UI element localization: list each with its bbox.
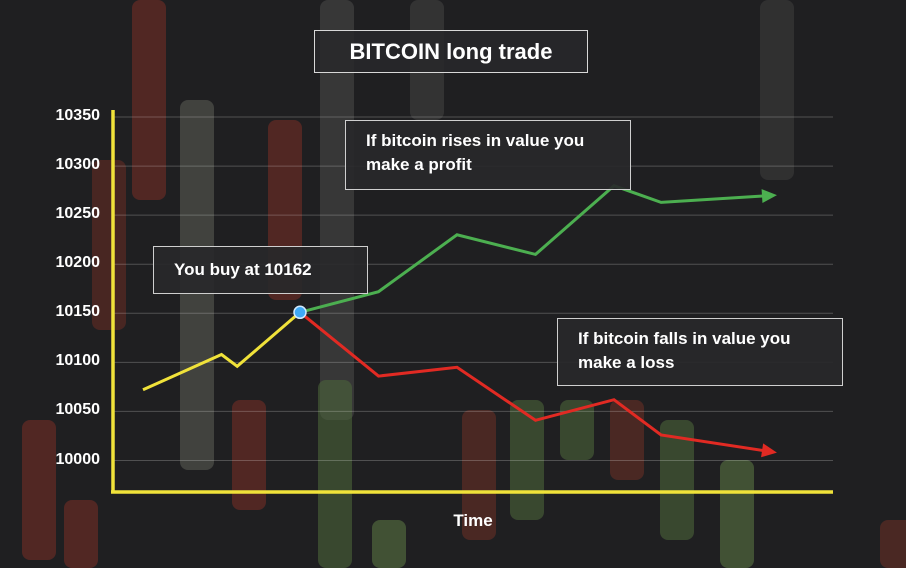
- chart-title: BITCOIN long trade: [314, 30, 588, 73]
- profit-line: [299, 183, 772, 314]
- profit-annotation-line-1: If bitcoin rises in value you: [366, 131, 585, 150]
- loss-annotation: If bitcoin falls in value you make a los…: [557, 318, 843, 386]
- bg-candle: [232, 400, 266, 510]
- bg-candle: [560, 400, 594, 460]
- bg-candle: [610, 400, 644, 480]
- y-tick-label: 10050: [55, 401, 101, 419]
- y-tick-label: 10350: [55, 107, 101, 124]
- loss-annotation-line-1: If bitcoin falls in value you: [578, 329, 791, 348]
- bg-candle: [880, 520, 906, 568]
- bg-candle: [462, 410, 496, 540]
- bg-candle: [720, 460, 754, 568]
- y-tick-label: 10300: [55, 156, 101, 174]
- bg-candle: [320, 0, 354, 420]
- y-tick-label: 10100: [55, 352, 101, 370]
- bg-candle: [22, 420, 56, 560]
- bg-candle: [660, 420, 694, 540]
- bg-candle: [372, 520, 406, 568]
- bg-candle: [760, 0, 794, 180]
- bg-candle: [318, 380, 352, 568]
- entry-point-dot: [293, 305, 307, 320]
- y-tick-label: 10200: [55, 254, 101, 272]
- bg-candle: [510, 400, 544, 520]
- axes: [111, 110, 833, 494]
- x-axis-label: Time: [453, 511, 493, 530]
- bg-candle: [64, 500, 98, 568]
- loss-annotation-line-2: make a loss: [578, 353, 675, 372]
- buy-annotation: You buy at 10162: [153, 246, 368, 294]
- y-tick-label: 10250: [55, 205, 101, 223]
- arrowhead: [761, 443, 777, 458]
- bg-candle: [92, 160, 126, 330]
- profit-annotation: If bitcoin rises in value you make a pro…: [345, 120, 631, 190]
- markers: [142, 185, 777, 458]
- entry-line: [142, 311, 301, 392]
- y-tick-label: 10150: [55, 303, 101, 321]
- y-tick-label: 10000: [55, 450, 101, 468]
- arrowhead: [761, 189, 777, 204]
- profit-annotation-line-2: make a profit: [366, 155, 472, 174]
- bg-candle: [132, 0, 166, 200]
